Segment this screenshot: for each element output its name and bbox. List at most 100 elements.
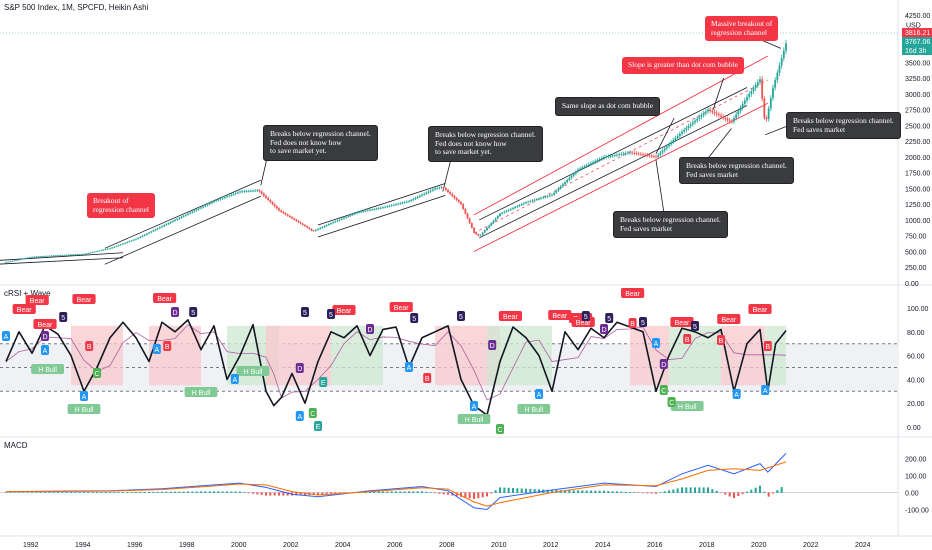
macd-histogram-bar — [200, 491, 202, 493]
macd-histogram-bar — [581, 490, 584, 493]
price-candle — [607, 156, 610, 157]
wave-5-label: 5 — [641, 320, 645, 327]
price-candle — [317, 228, 319, 230]
price-candle — [453, 196, 456, 199]
macd-histogram-bar — [421, 491, 423, 493]
price-candle — [590, 163, 592, 165]
price-candle — [351, 214, 354, 216]
price-candle — [200, 207, 202, 209]
price-candle — [728, 120, 731, 122]
bear-label: Bear — [337, 308, 352, 315]
price-candle — [28, 257, 31, 259]
macd-histogram-bar — [607, 491, 610, 493]
price-candle — [213, 201, 215, 203]
price-candle — [527, 201, 530, 203]
channel-line — [479, 105, 748, 239]
bear-label: Bear — [576, 320, 591, 327]
price-candle — [61, 255, 64, 256]
price-candle — [260, 191, 263, 194]
price-candle — [111, 247, 114, 249]
currency-label: USD — [906, 22, 921, 29]
macd-histogram-bar — [130, 492, 133, 493]
price-candle — [18, 259, 20, 261]
macd-histogram-bar — [702, 487, 705, 493]
macd-line — [5, 453, 787, 511]
price-candle — [724, 117, 727, 119]
price-candle — [579, 168, 582, 170]
wave-5-label: 5 — [61, 315, 65, 322]
price-candle — [568, 177, 571, 181]
macd-histogram-bar — [161, 491, 163, 493]
price-candle — [176, 218, 179, 220]
wave-a-label-marker — [2, 331, 10, 341]
wave-a-label: A — [43, 348, 48, 355]
price-candle — [46, 255, 49, 257]
wave-b-label: B — [425, 376, 430, 383]
price-candle — [156, 228, 159, 230]
price-candle — [364, 210, 367, 212]
price-candle — [130, 240, 133, 242]
price-candle — [620, 153, 623, 155]
price-candle — [193, 210, 196, 212]
wave-a-label-marker — [80, 391, 88, 401]
crsi-tick-label: 40.00 — [907, 377, 925, 384]
wave-5-label-marker — [59, 312, 68, 322]
price-candle — [416, 196, 419, 198]
wave-b-label-marker — [683, 334, 692, 344]
price-candle — [436, 188, 439, 189]
price-candle — [529, 201, 532, 202]
price-candle — [245, 191, 248, 192]
macd-histogram-bar — [434, 492, 436, 494]
price-candle — [564, 182, 566, 185]
macd-histogram-bar — [22, 492, 25, 493]
bear-label: Bear — [675, 320, 690, 327]
price-candle — [509, 208, 512, 210]
price-candle — [462, 204, 465, 209]
price-candle — [408, 201, 410, 202]
price-candle — [187, 213, 189, 215]
macd-histogram-bar — [577, 490, 579, 493]
wave-d-label-marker — [295, 363, 304, 373]
price-candle — [516, 206, 519, 208]
macd-histogram-bar — [776, 490, 779, 493]
wave-5-label: 5 — [584, 314, 588, 321]
price-candle — [750, 91, 753, 95]
price-candle — [700, 115, 703, 117]
wave-b-label-marker — [85, 341, 94, 351]
crsi-tick-label: 20.00 — [907, 401, 925, 408]
wave-5-label: 5 — [693, 324, 697, 331]
price-candle — [672, 140, 675, 143]
price-tick-label: 3500.00 — [905, 60, 930, 67]
wave-a-label-marker — [230, 374, 239, 384]
crsi-pane-title: cRSI + Wave — [4, 289, 51, 298]
time-tick-label: 1998 — [179, 542, 195, 549]
price-candle — [659, 152, 662, 155]
wave-a-label-marker — [152, 344, 161, 354]
price-candle — [195, 209, 198, 211]
macd-histogram-bar — [269, 492, 272, 496]
price-candle — [776, 72, 779, 81]
price-candle — [388, 205, 391, 207]
price-candle — [54, 255, 57, 257]
price-candle — [223, 197, 226, 198]
wave-b-label: B — [685, 337, 690, 344]
price-candle — [626, 152, 629, 154]
macd-histogram-bar — [473, 492, 475, 499]
price-candle — [585, 165, 588, 167]
price-candle — [312, 230, 315, 232]
macd-histogram-bar — [568, 490, 571, 493]
price-candle — [769, 98, 772, 109]
price-candle — [520, 204, 523, 206]
wave-d-label: D — [42, 334, 47, 341]
price-tick-label: 2750.00 — [905, 108, 930, 115]
macd-histogram-bar — [70, 492, 72, 493]
macd-histogram-bar — [191, 491, 194, 493]
price-candle — [559, 186, 562, 189]
price-candle — [492, 220, 495, 224]
price-candle — [449, 192, 452, 195]
price-candle — [327, 224, 330, 226]
wave-c-label-marker — [659, 385, 668, 395]
price-candle — [613, 155, 616, 156]
wave-c-label: C — [94, 371, 99, 378]
